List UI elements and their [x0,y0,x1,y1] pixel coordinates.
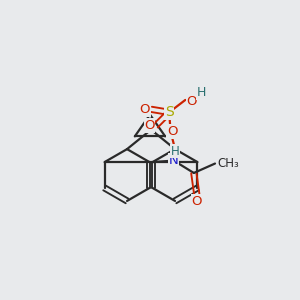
Text: H: H [171,145,180,158]
Text: O: O [144,119,155,132]
Text: H: H [197,86,206,99]
Text: O: O [140,103,150,116]
Text: O: O [167,125,177,138]
Text: O: O [187,95,197,108]
Text: N: N [169,154,179,166]
Text: S: S [165,105,173,119]
Text: CH₃: CH₃ [218,157,239,170]
Text: O: O [191,195,202,208]
